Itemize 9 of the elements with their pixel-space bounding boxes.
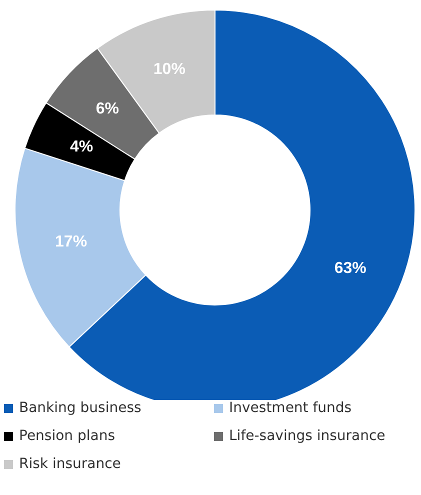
legend-label: Banking business	[19, 400, 142, 416]
data-label: 4%	[70, 138, 94, 156]
data-label: 17%	[55, 234, 88, 251]
data-label: 63%	[334, 260, 366, 278]
legend-label: Pension plans	[19, 428, 116, 444]
data-label: 6%	[96, 100, 120, 118]
legend-label: Risk insurance	[19, 456, 121, 472]
legend-label: Investment funds	[229, 400, 352, 416]
legend-label: Life-savings insurance	[229, 428, 386, 444]
